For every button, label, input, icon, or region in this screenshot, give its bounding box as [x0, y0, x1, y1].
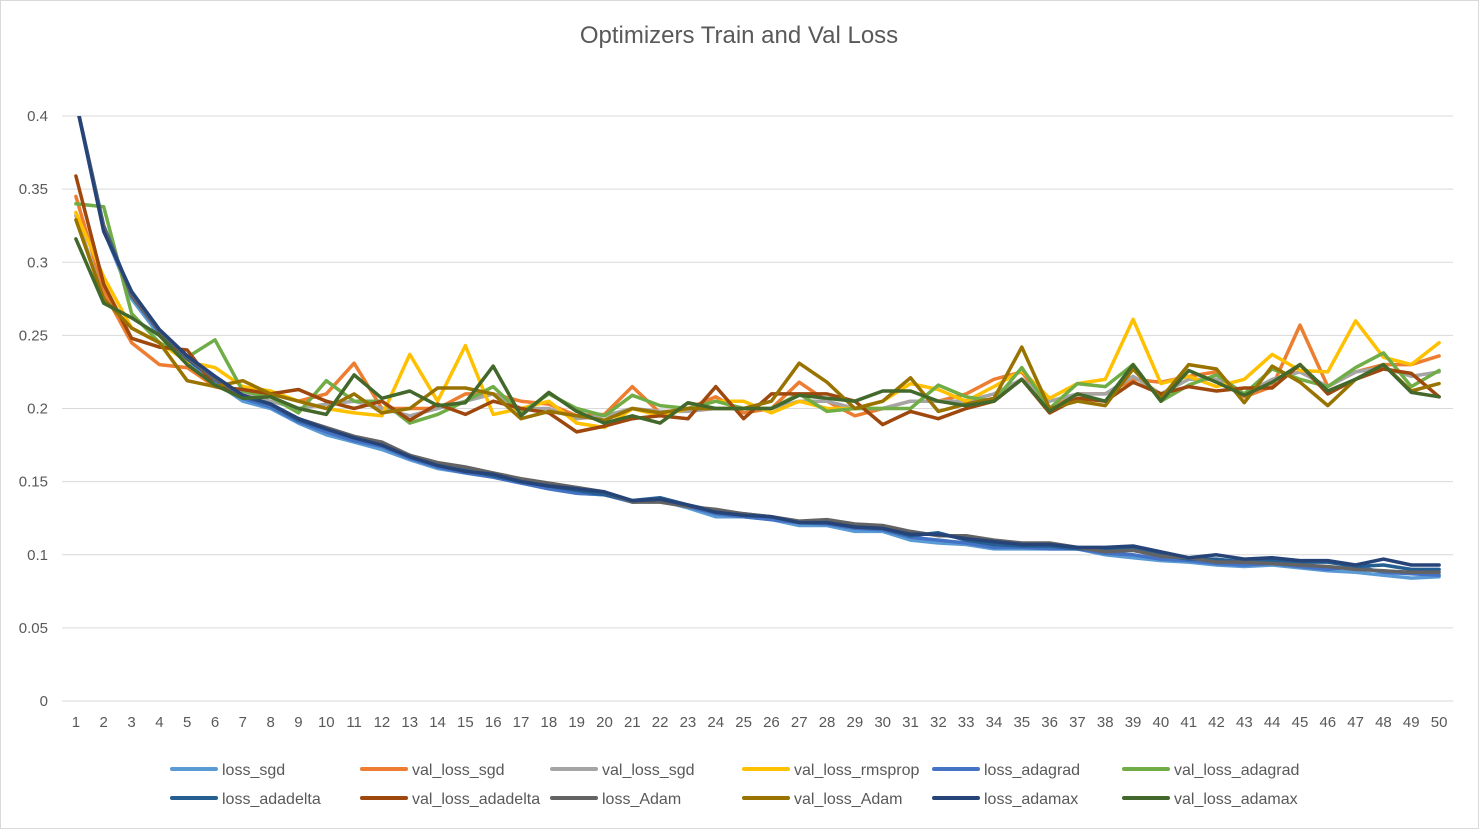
x-tick-label: 34	[986, 714, 1003, 731]
x-tick-label: 20	[596, 714, 613, 731]
x-tick-label: 21	[624, 714, 641, 731]
chart-title: Optimizers Train and Val Loss	[580, 22, 898, 49]
grid-lines	[62, 115, 1453, 702]
y-tick-label: 0.05	[19, 620, 48, 637]
x-tick-label: 22	[652, 714, 669, 731]
x-tick-label: 32	[930, 714, 947, 731]
legend-label: val_loss_rmsprop	[794, 762, 919, 779]
legend-label: val_loss_sgd	[412, 762, 505, 779]
x-tick-label: 2	[100, 714, 108, 731]
legend-label: val_loss_adagrad	[1174, 762, 1299, 779]
x-tick-label: 14	[429, 714, 446, 731]
x-tick-label: 47	[1347, 714, 1364, 731]
x-tick-label: 1	[72, 714, 80, 731]
legend-label: val_loss_sgd	[602, 762, 695, 779]
series-line-val-loss-adam	[74, 218, 1441, 422]
legend-label: val_loss_adamax	[1174, 791, 1298, 808]
x-tick-label: 23	[680, 714, 697, 731]
x-tick-label: 24	[707, 714, 724, 731]
x-tick-label: 9	[294, 714, 302, 731]
series-line-val-loss-adamax	[74, 237, 1441, 425]
y-axis-ticks: 0 0.05 0.1 0.15 0.2 0.25 0.3 0.35 0.4	[19, 108, 48, 710]
x-tick-label: 30	[874, 714, 891, 731]
x-tick-label: 39	[1125, 714, 1142, 731]
x-tick-label: 8	[266, 714, 274, 731]
series-line-loss-adam	[77, 116, 1441, 575]
x-tick-label: 5	[183, 714, 191, 731]
x-tick-label: 49	[1403, 714, 1420, 731]
y-tick-label: 0.15	[19, 474, 48, 491]
y-tick-label: 0	[40, 693, 48, 710]
x-tick-label: 31	[902, 714, 919, 731]
x-tick-label: 43	[1236, 714, 1253, 731]
x-tick-label: 28	[819, 714, 836, 731]
x-tick-label: 33	[958, 714, 975, 731]
series-line-val-loss-sgd	[74, 194, 1441, 418]
x-tick-label: 10	[318, 714, 335, 731]
x-tick-label: 44	[1264, 714, 1281, 731]
legend-label: loss_sgd	[222, 762, 285, 779]
x-tick-label: 18	[541, 714, 558, 731]
legend-label: val_loss_adadelta	[412, 791, 540, 808]
x-tick-label: 45	[1292, 714, 1309, 731]
x-tick-label: 35	[1013, 714, 1030, 731]
series-line-loss-adagrad	[77, 116, 1441, 577]
y-tick-label: 0.25	[19, 327, 48, 344]
x-tick-label: 6	[211, 714, 219, 731]
y-tick-label: 0.3	[27, 254, 48, 271]
series-line-loss-adamax	[77, 116, 1441, 567]
x-tick-label: 46	[1319, 714, 1336, 731]
legend-label: loss_adagrad	[984, 762, 1080, 779]
y-tick-label: 0.35	[19, 181, 48, 198]
x-tick-label: 11	[346, 714, 362, 731]
series-line-loss-sgd	[77, 116, 1441, 580]
x-tick-label: 4	[155, 714, 163, 731]
x-tick-label: 15	[457, 714, 474, 731]
x-tick-label: 7	[239, 714, 247, 731]
x-tick-label: 19	[568, 714, 585, 731]
x-tick-label: 40	[1153, 714, 1170, 731]
legend-label: loss_adamax	[984, 791, 1078, 808]
x-axis-ticks: 1 2 3 4 5 6 7 8 9 10 11 12 13 14 15 16 17 18 19 20 21 22 23 24 2…	[72, 714, 1448, 731]
x-tick-label: 41	[1180, 714, 1197, 731]
x-tick-label: 27	[791, 714, 808, 731]
x-tick-label: 36	[1041, 714, 1058, 731]
x-tick-label: 12	[374, 714, 391, 731]
x-tick-label: 13	[401, 714, 418, 731]
x-tick-label: 50	[1431, 714, 1448, 731]
legend-label: val_loss_Adam	[794, 791, 903, 808]
x-tick-label: 29	[847, 714, 864, 731]
y-tick-label: 0.4	[27, 108, 48, 125]
legend: loss_sgd val_loss_sgd val_loss_sgd val_loss…	[170, 762, 1299, 808]
x-tick-label: 16	[485, 714, 502, 731]
legend-label: loss_Adam	[602, 791, 681, 808]
y-tick-label: 0.2	[27, 401, 48, 418]
x-tick-label: 37	[1069, 714, 1086, 731]
x-tick-label: 25	[735, 714, 752, 731]
y-tick-label: 0.1	[27, 547, 48, 564]
x-tick-label: 26	[763, 714, 780, 731]
x-tick-label: 42	[1208, 714, 1225, 731]
legend-label: loss_adadelta	[222, 791, 321, 808]
x-tick-label: 38	[1097, 714, 1114, 731]
x-tick-label: 17	[513, 714, 530, 731]
x-tick-label: 3	[127, 714, 135, 731]
series-lines	[74, 116, 1441, 580]
x-tick-label: 48	[1375, 714, 1392, 731]
